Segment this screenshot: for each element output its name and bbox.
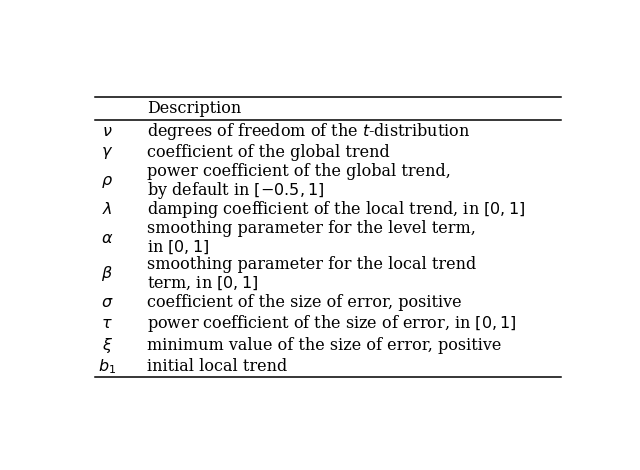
- Text: initial local trend: initial local trend: [147, 358, 287, 375]
- Text: $\gamma$: $\gamma$: [101, 144, 113, 161]
- Text: $\rho$: $\rho$: [101, 172, 113, 189]
- Text: degrees of freedom of the $t$-distribution: degrees of freedom of the $t$-distributi…: [147, 121, 470, 141]
- Text: coefficient of the size of error, positive: coefficient of the size of error, positi…: [147, 294, 461, 311]
- Text: by default in $[-0.5, 1]$: by default in $[-0.5, 1]$: [147, 180, 324, 201]
- Text: $\lambda$: $\lambda$: [102, 201, 113, 218]
- Text: term, in $[0, 1]$: term, in $[0, 1]$: [147, 274, 258, 292]
- Text: coefficient of the global trend: coefficient of the global trend: [147, 144, 390, 161]
- Text: $\tau$: $\tau$: [101, 315, 113, 332]
- Text: $\alpha$: $\alpha$: [101, 230, 113, 247]
- Text: in $[0, 1]$: in $[0, 1]$: [147, 239, 209, 256]
- Text: $\beta$: $\beta$: [101, 264, 113, 283]
- Text: $\xi$: $\xi$: [102, 336, 113, 355]
- Text: smoothing parameter for the level term,: smoothing parameter for the level term,: [147, 220, 476, 237]
- Text: damping coefficient of the local trend, in $[0, 1]$: damping coefficient of the local trend, …: [147, 199, 525, 220]
- Text: power coefficient of the global trend,: power coefficient of the global trend,: [147, 163, 451, 180]
- Text: smoothing parameter for the local trend: smoothing parameter for the local trend: [147, 256, 476, 273]
- Text: $\sigma$: $\sigma$: [101, 294, 113, 311]
- Text: Description: Description: [147, 100, 241, 117]
- Text: minimum value of the size of error, positive: minimum value of the size of error, posi…: [147, 337, 501, 353]
- Text: power coefficient of the size of error, in $[0, 1]$: power coefficient of the size of error, …: [147, 313, 516, 334]
- Text: $\nu$: $\nu$: [102, 123, 113, 140]
- Text: $b_1$: $b_1$: [98, 357, 116, 376]
